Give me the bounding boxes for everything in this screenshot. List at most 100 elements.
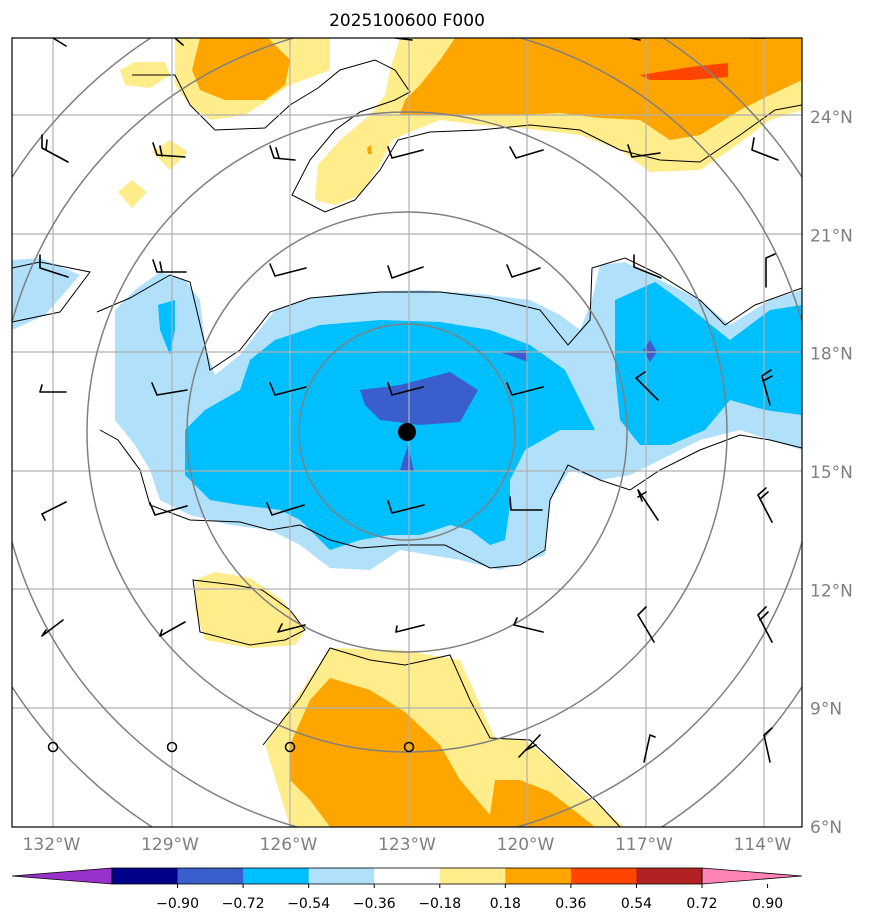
wind-barb xyxy=(387,146,424,159)
colorbar-segment xyxy=(177,868,244,884)
latitude-tick-label: 12°N xyxy=(810,581,853,601)
colorbar-tick-label: 0.54 xyxy=(621,896,652,912)
colorbar-segment xyxy=(570,868,637,884)
wind-barb xyxy=(387,265,424,279)
wind-barb xyxy=(41,619,64,637)
latitude-tick-label: 21°N xyxy=(810,226,853,246)
negative-region-dark-small-3 xyxy=(400,445,414,472)
latitude-tick-label: 15°N xyxy=(810,463,853,483)
wind-barb xyxy=(643,734,656,763)
grid-lines xyxy=(12,38,802,827)
positive-region-southwest-light xyxy=(195,572,305,648)
colorbar-tick-label: 0.90 xyxy=(752,896,783,912)
colorbar-segment xyxy=(112,868,179,884)
colorbar-extend-max xyxy=(701,867,803,885)
positive-blob-small-2 xyxy=(118,180,147,208)
wind-barb xyxy=(52,38,67,47)
longitude-tick-label: 132°W xyxy=(23,835,81,855)
plot-frame xyxy=(11,37,803,828)
wind-barb xyxy=(509,496,543,511)
colorbar-tick-label: 0.72 xyxy=(686,896,717,912)
colorbar-tick-label: −0.90 xyxy=(156,896,199,912)
chart-title: 2025100600 F000 xyxy=(329,11,485,31)
negative-region-northwest-mid xyxy=(158,300,175,355)
wind-barb xyxy=(506,382,544,396)
latitude-tick-label: 18°N xyxy=(810,345,853,365)
positive-region-north-orange xyxy=(192,38,290,100)
wind-barb xyxy=(39,384,67,393)
negative-region-main-mid xyxy=(185,320,595,550)
wind-barb xyxy=(269,382,307,396)
positive-region-northeast-red xyxy=(640,63,728,80)
negative-region-dark-small-1 xyxy=(500,350,528,362)
colorbar-tick-label: −0.36 xyxy=(353,896,396,912)
wind-barb xyxy=(633,254,662,279)
wind-barb xyxy=(637,489,659,521)
wind-barb xyxy=(41,501,67,521)
wind-barb xyxy=(149,502,188,516)
range-ring-3 xyxy=(86,111,728,753)
storm-center-marker xyxy=(398,423,416,441)
wind-barb xyxy=(387,500,425,514)
wind-barb xyxy=(763,727,773,763)
colorbar-segment xyxy=(243,868,310,884)
colorbar-tick-label: 0.36 xyxy=(555,896,586,912)
wind-barb xyxy=(635,371,659,401)
wind-barb xyxy=(174,38,184,46)
wind-barb xyxy=(151,382,188,396)
calm-stations xyxy=(47,741,415,753)
wind-barb xyxy=(757,487,773,523)
wind-barb xyxy=(509,146,544,159)
latitude-tick-label: 24°N xyxy=(810,108,853,128)
wind-barb xyxy=(395,624,425,633)
colorbar-tick-label: −0.54 xyxy=(287,896,330,912)
colorbar-segment xyxy=(505,868,572,884)
longitude-tick-label: 126°W xyxy=(260,835,318,855)
colorbar-frame xyxy=(111,867,703,885)
colorbar: −0.90 −0.72 −0.54 −0.36 −0.18 0.18 0.36 0.54 0.7… xyxy=(11,867,803,912)
wind-barb xyxy=(627,144,661,158)
wind-barb xyxy=(277,623,306,633)
wind-barb xyxy=(39,254,69,278)
calm-station-marker xyxy=(166,741,178,753)
wind-barb xyxy=(152,142,186,158)
wind-barb xyxy=(765,253,776,288)
latitude-labels: 24°N 21°N 18°N 15°N 12°N 9°N 6°N xyxy=(810,108,853,838)
negative-region-center-dark xyxy=(360,372,478,425)
wind-barb xyxy=(513,617,544,633)
positive-blob-tiny-orange xyxy=(367,145,372,154)
colorbar-segment xyxy=(374,868,441,884)
latitude-tick-label: 6°N xyxy=(810,818,842,838)
colorbar-tick-label: 0.18 xyxy=(490,896,521,912)
colorbar-tick-label: −0.18 xyxy=(418,896,461,912)
wind-barb xyxy=(506,264,541,278)
wind-barb xyxy=(269,145,296,161)
positive-region-south-orange xyxy=(290,678,595,827)
wind-barb xyxy=(269,263,307,277)
calm-station-marker xyxy=(284,741,296,753)
longitude-tick-label: 114°W xyxy=(734,835,792,855)
wind-barb xyxy=(751,137,779,161)
wind-barb xyxy=(637,606,655,643)
colorbar-segment xyxy=(439,868,506,884)
wind-barb xyxy=(387,382,424,396)
calm-station-marker xyxy=(47,741,59,753)
wind-barb xyxy=(152,259,187,273)
longitude-tick-label: 129°W xyxy=(141,835,199,855)
range-ring-1 xyxy=(298,323,516,541)
wind-barb xyxy=(159,621,186,637)
wind-barb xyxy=(518,734,541,758)
range-rings xyxy=(12,38,802,827)
wind-barb xyxy=(266,502,305,516)
colorbar-segment xyxy=(636,868,703,884)
plot-area xyxy=(12,38,802,827)
range-ring-2 xyxy=(186,211,628,653)
colorbar-segment xyxy=(308,868,375,884)
wind-barb xyxy=(757,606,773,643)
wind-barb xyxy=(761,369,773,406)
latitude-tick-label: 9°N xyxy=(810,700,842,720)
contour-lines xyxy=(12,59,802,827)
wind-barbs xyxy=(39,38,779,763)
colorbar-tick-label: −0.72 xyxy=(222,896,265,912)
